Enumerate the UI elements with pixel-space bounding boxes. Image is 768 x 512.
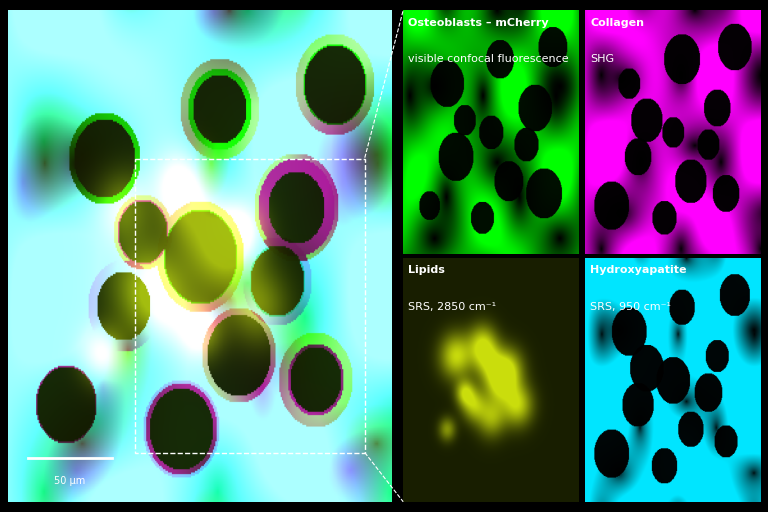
Text: SHG: SHG <box>590 54 614 64</box>
Text: 50 μm: 50 μm <box>54 476 85 485</box>
Text: SRS, 2850 cm⁻¹: SRS, 2850 cm⁻¹ <box>409 302 497 312</box>
Text: visible confocal fluorescence: visible confocal fluorescence <box>409 54 569 64</box>
Text: Osteoblasts – mCherry: Osteoblasts – mCherry <box>409 17 549 28</box>
Bar <box>135 159 366 454</box>
Text: Hydroxyapatite: Hydroxyapatite <box>590 265 687 275</box>
Text: Lipids: Lipids <box>409 265 445 275</box>
Text: Collagen: Collagen <box>590 17 644 28</box>
Text: SRS, 950 cm⁻¹: SRS, 950 cm⁻¹ <box>590 302 671 312</box>
